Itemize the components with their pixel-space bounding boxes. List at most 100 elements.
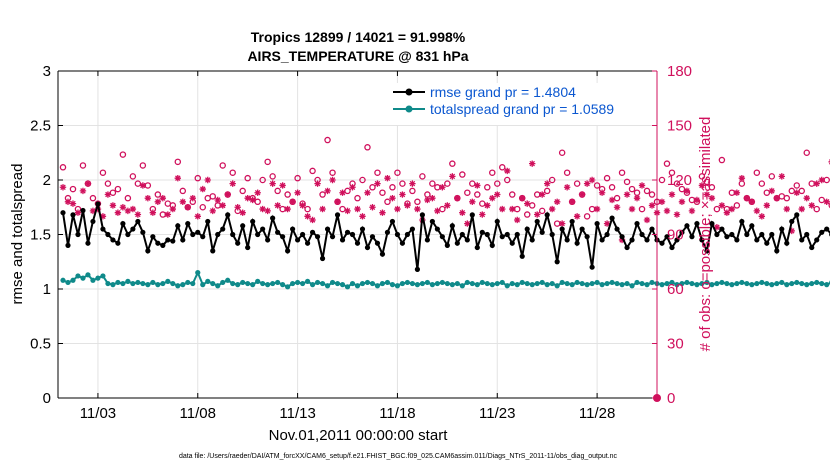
totalspread-point (280, 282, 286, 288)
obs-assimilated-point (808, 202, 815, 209)
totalspread-point (384, 279, 391, 286)
totalspread-point (804, 282, 810, 288)
obs-assimilated-point (703, 191, 711, 198)
totalspread-point (749, 282, 755, 288)
left-axis-label: rmse and totalspread (9, 164, 26, 305)
rmse-point (794, 212, 800, 218)
totalspread-point (779, 279, 785, 286)
rmse-point (479, 229, 485, 235)
totalspread-point (304, 278, 311, 284)
rmse-point (489, 242, 495, 248)
rmse-point (484, 231, 490, 238)
obs-possible-point (274, 187, 281, 195)
rmse-point (649, 226, 655, 232)
totalspread-point (190, 280, 196, 287)
obs-assimilated-point (479, 211, 486, 218)
rmse-point (85, 240, 91, 246)
obs-assimilated-point (184, 204, 191, 211)
totalspread-point (664, 280, 670, 287)
obs-assimilated-point (738, 174, 746, 182)
totalspread-point (230, 280, 236, 287)
rmse-point (369, 234, 376, 240)
totalspread-point (319, 280, 326, 287)
obs-possible-point (508, 191, 516, 198)
rmse-point (250, 218, 256, 225)
obs-assimilated-point (399, 191, 406, 198)
totalspread-point (324, 283, 331, 289)
obs-assimilated-point (708, 194, 716, 202)
obs-possible-point (194, 174, 202, 182)
rmse-point (364, 244, 371, 251)
obs-assimilated-point (314, 180, 321, 187)
totalspread-point (210, 280, 216, 287)
rmse-point (265, 237, 271, 243)
rmse-point (759, 231, 765, 238)
totalspread-point (504, 283, 510, 289)
obs-assimilated-point (553, 198, 561, 205)
rmse-point (549, 231, 555, 238)
rmse-point (444, 242, 450, 248)
right-tick-label: 120 (667, 172, 692, 189)
totalspread-point (95, 275, 101, 281)
rmse-point (674, 237, 680, 243)
left-tick-label: 1 (43, 281, 51, 298)
totalspread-point (314, 279, 321, 286)
obs-possible-point (359, 176, 366, 184)
obs-possible-point (548, 176, 556, 184)
rmse-point (359, 226, 366, 232)
obs-possible-point (154, 191, 162, 198)
rmse-point (414, 266, 420, 272)
rmse-point (399, 240, 406, 246)
right-axis-ticks: 0 30 60 90 120 150 180 (652, 63, 692, 407)
rmse-point (539, 229, 545, 235)
obs-assimilated-point (598, 189, 606, 196)
totalspread-point (579, 280, 585, 287)
totalspread-point (789, 280, 795, 287)
obs-possible-point (284, 191, 291, 198)
totalspread-point (559, 279, 565, 286)
totalspread-point (644, 282, 650, 288)
obs-assimilated-point (104, 191, 112, 198)
totalspread-point (489, 282, 495, 288)
totalspread-point (265, 282, 271, 288)
obs-assimilated-point (359, 213, 366, 220)
x-tick-label: 11/08 (180, 405, 216, 422)
totalspread-point (389, 282, 396, 288)
rmse-point (100, 226, 106, 232)
totalspread-point (165, 278, 171, 284)
obs-assimilated-point (668, 191, 676, 198)
rmse-point (120, 221, 126, 227)
rmse-point (115, 240, 121, 246)
totalspread-point (404, 279, 411, 286)
obs-possible-point (174, 158, 182, 166)
obs-possible-point (793, 182, 801, 189)
obs-assimilated-point (244, 194, 251, 202)
totalspread-point (464, 279, 470, 286)
obs-assimilated-point (678, 198, 686, 205)
right-tick-label: 30 (667, 336, 684, 353)
obs-possible-point (259, 176, 266, 184)
obs-possible-point (718, 156, 726, 164)
totalspread-point (454, 280, 460, 287)
obs-possible-point (523, 211, 531, 218)
obs-assimilated-point (798, 205, 805, 213)
totalspread-point (309, 282, 316, 288)
totalspread-point (434, 280, 440, 287)
obs-possible-point (124, 194, 132, 202)
obs-possible-point (753, 169, 761, 176)
totalspread-point (539, 279, 545, 286)
totalspread-point (339, 282, 346, 288)
rmse-point (744, 231, 750, 238)
obs-assimilated-point (464, 220, 471, 227)
rmse-point (344, 229, 351, 235)
obs-assimilated-point (259, 205, 266, 213)
obs-assimilated-point (534, 211, 541, 218)
obs-assimilated-point (773, 194, 780, 202)
totalspread-point (235, 282, 241, 288)
obs-possible-point (803, 149, 811, 156)
obs-possible-point (79, 162, 87, 169)
totalspread-point (479, 279, 485, 286)
rmse-point (554, 259, 560, 265)
totalspread-point (135, 279, 141, 286)
